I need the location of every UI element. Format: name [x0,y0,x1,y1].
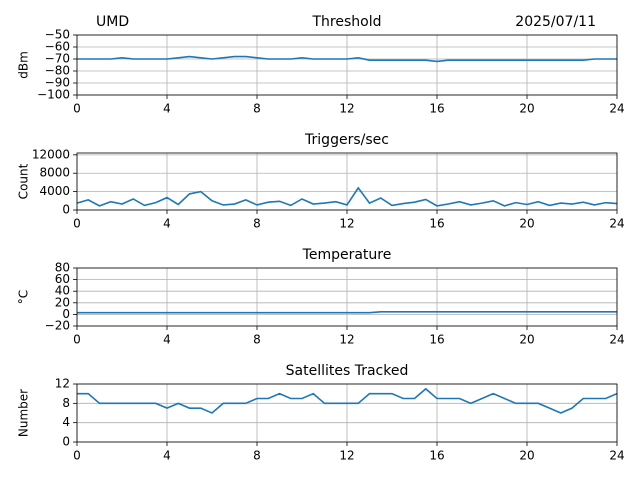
x-tick-label: 24 [609,102,624,116]
y-tick-label: 0 [62,203,70,217]
x-tick-label: 16 [429,449,444,463]
y-tick-label: 4 [62,415,70,429]
y-tick-label: 8000 [39,166,70,180]
y-tick-label: 60 [55,272,70,286]
y-tick-label: −100 [37,88,70,102]
y-tick-label: 40 [55,284,70,298]
panel-title: Temperature [302,247,392,263]
data-line [77,310,617,314]
x-tick-label: 12 [339,449,354,463]
data-line [77,55,617,63]
plot-frame [76,383,618,443]
x-tick-label: 24 [609,217,624,231]
y-tick-label: −70 [45,52,70,66]
y-axis-label: Number [17,389,31,437]
y-tick-label: 0 [62,307,70,321]
x-tick-label: 20 [519,217,534,231]
y-tick-label: 0 [62,435,70,449]
data-line [76,186,618,207]
x-tick-label: 0 [73,102,81,116]
y-tick-label: 80 [55,261,70,275]
x-tick-label: 4 [163,102,171,116]
panel-title: Threshold [312,14,382,30]
y-axis-label: °C [17,290,31,304]
x-tick-label: 16 [429,217,444,231]
x-tick-label: 8 [253,217,261,231]
y-tick-label: 8 [62,396,70,410]
x-tick-label: 12 [339,333,354,347]
annotation: UMD [96,14,129,30]
y-tick-label: 12000 [32,147,70,161]
panel-title: Satellites Tracked [286,363,409,379]
x-tick-label: 20 [519,449,534,463]
x-tick-label: 8 [253,333,261,347]
y-tick-label: 12 [55,377,70,391]
x-tick-label: 24 [609,449,624,463]
x-tick-label: 12 [339,102,354,116]
x-tick-label: 16 [429,102,444,116]
plot-frame [76,267,618,327]
x-tick-label: 8 [253,449,261,463]
x-tick-label: 24 [609,333,624,347]
plot-frame [76,34,618,96]
panel-title: Triggers/sec [304,132,389,148]
x-tick-label: 20 [519,333,534,347]
y-tick-label: −80 [45,64,70,78]
y-axis-label: Count [17,163,31,199]
data-line [77,387,618,414]
x-tick-label: 0 [73,217,81,231]
x-tick-label: 8 [253,102,261,116]
y-tick-label: −60 [45,40,70,54]
y-axis-label: dBm [17,51,31,79]
x-tick-label: 12 [339,217,354,231]
y-tick-label: 20 [55,295,70,309]
x-tick-label: 0 [73,333,81,347]
y-tick-label: −50 [45,28,70,42]
x-tick-label: 4 [163,333,171,347]
x-tick-label: 4 [163,217,171,231]
y-tick-label: −20 [45,319,70,333]
x-tick-label: 0 [73,449,81,463]
annotation: 2025/07/11 [515,14,596,30]
x-tick-label: 4 [163,449,171,463]
x-tick-label: 16 [429,333,444,347]
x-tick-label: 20 [519,102,534,116]
plot-frame [76,152,618,211]
y-tick-label: 4000 [39,184,70,198]
y-tick-label: −90 [45,76,70,90]
